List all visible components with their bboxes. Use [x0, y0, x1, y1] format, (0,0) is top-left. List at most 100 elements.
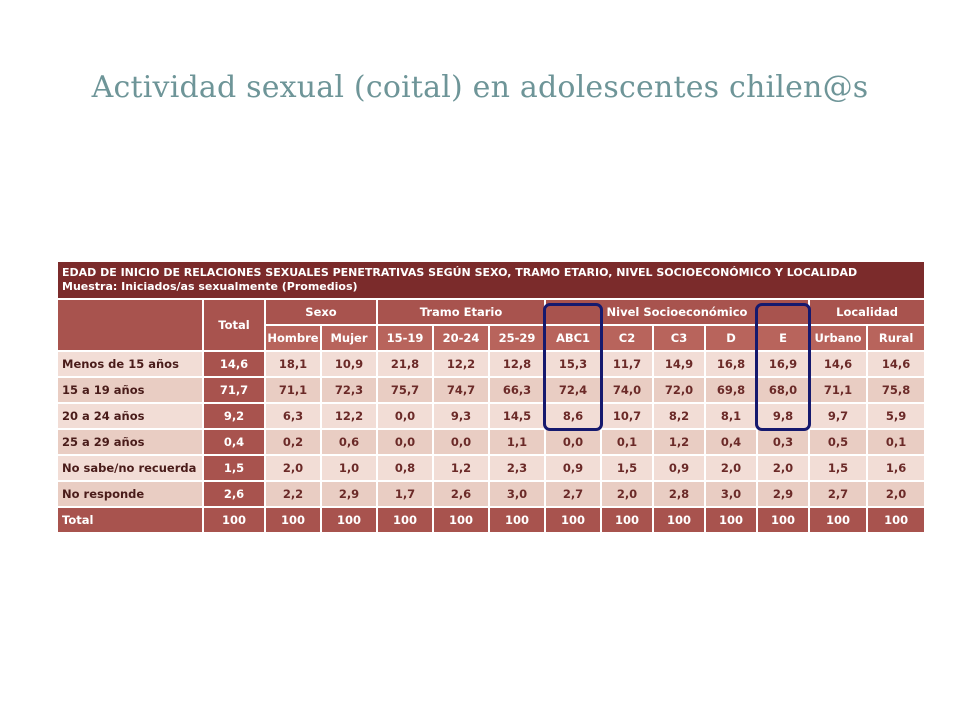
table-cell: 75,8 — [868, 378, 925, 402]
row-label: No responde — [58, 482, 202, 506]
total-row-cell: 100 — [266, 508, 320, 532]
sub-header-4: 25-29 — [490, 326, 544, 350]
table-cell: 9,3 — [434, 404, 488, 428]
table-cell: 2,0 — [758, 456, 808, 480]
table-cell: 14,5 — [490, 404, 544, 428]
row-total-cell: 71,7 — [204, 378, 264, 402]
table-cell: 18,1 — [266, 352, 320, 376]
table-cell: 1,0 — [322, 456, 376, 480]
table-cell: 1,1 — [490, 430, 544, 454]
table-cell: 3,0 — [706, 482, 756, 506]
table-cell: 2,0 — [602, 482, 652, 506]
table-cell: 2,8 — [654, 482, 704, 506]
total-row-cell: 100 — [490, 508, 544, 532]
table-cell: 72,0 — [654, 378, 704, 402]
table-cell: 66,3 — [490, 378, 544, 402]
total-row-cell: 100 — [810, 508, 866, 532]
table-cell: 10,7 — [602, 404, 652, 428]
sub-header-7: C3 — [654, 326, 704, 350]
row-label: No sabe/no recuerda — [58, 456, 202, 480]
table-cell: 6,3 — [266, 404, 320, 428]
table-cell: 16,9 — [758, 352, 808, 376]
table-cell: 3,0 — [490, 482, 544, 506]
total-row-cell: 100 — [758, 508, 808, 532]
table-cell: 16,8 — [706, 352, 756, 376]
table-cell: 0,4 — [706, 430, 756, 454]
table-cell: 14,6 — [868, 352, 925, 376]
table-cell: 1,2 — [434, 456, 488, 480]
table-cell: 0,8 — [378, 456, 432, 480]
table-cell: 0,5 — [810, 430, 866, 454]
total-row-cell: 100 — [706, 508, 756, 532]
table-cell: 68,0 — [758, 378, 808, 402]
table-cell: 14,6 — [810, 352, 866, 376]
total-row-total-cell: 100 — [204, 508, 264, 532]
table-row: 15 a 19 años 71,7 71,1 72,3 75,7 74,7 66,3 72,4… — [58, 378, 925, 402]
table-cell: 5,9 — [868, 404, 925, 428]
slide-title: Actividad sexual (coital) en adolescente… — [91, 70, 869, 105]
table-cell: 0,0 — [546, 430, 600, 454]
table-cell: 12,8 — [490, 352, 544, 376]
sub-header-6: C2 — [602, 326, 652, 350]
table-cell: 74,7 — [434, 378, 488, 402]
row-total-cell: 0,4 — [204, 430, 264, 454]
row-total-cell: 1,5 — [204, 456, 264, 480]
sub-header-3: 20-24 — [434, 326, 488, 350]
table-cell: 11,7 — [602, 352, 652, 376]
table-cell: 2,0 — [868, 482, 925, 506]
table-cell: 9,7 — [810, 404, 866, 428]
table-body: Menos de 15 años 14,6 18,1 10,9 21,8 12,2 12,8… — [58, 352, 925, 532]
total-header: Total — [204, 300, 264, 350]
nivel-group-header: Nivel Socioeconómico — [546, 300, 808, 324]
table-cell: 2,2 — [266, 482, 320, 506]
table-row: No sabe/no recuerda 1,5 2,0 1,0 0,8 1,2 2,3 0,9… — [58, 456, 925, 480]
table-cell: 1,7 — [378, 482, 432, 506]
table-cell: 0,1 — [868, 430, 925, 454]
table-caption: EDAD DE INICIO DE RELACIONES SEXUALES PE… — [58, 262, 925, 298]
table-cell: 2,0 — [706, 456, 756, 480]
row-label: 15 a 19 años — [58, 378, 202, 402]
total-row-cell: 100 — [546, 508, 600, 532]
table-cell: 0,6 — [322, 430, 376, 454]
table-cell: 21,8 — [378, 352, 432, 376]
table-cell: 8,6 — [546, 404, 600, 428]
table-cell: 72,3 — [322, 378, 376, 402]
table-cell: 14,9 — [654, 352, 704, 376]
total-row-cell: 100 — [434, 508, 488, 532]
total-row-cell: 100 — [654, 508, 704, 532]
total-row-cell: 100 — [602, 508, 652, 532]
table-cell: 8,2 — [654, 404, 704, 428]
sub-header-9: E — [758, 326, 808, 350]
table-cell: 1,6 — [868, 456, 925, 480]
table-cell: 69,8 — [706, 378, 756, 402]
sub-header-2: 15-19 — [378, 326, 432, 350]
table-cell: 12,2 — [434, 352, 488, 376]
table-cell: 2,3 — [490, 456, 544, 480]
tramo-group-header: Tramo Etario — [378, 300, 544, 324]
table-cell: 0,0 — [434, 430, 488, 454]
sub-header-10: Urbano — [810, 326, 866, 350]
table-cell: 74,0 — [602, 378, 652, 402]
sub-header-0: Hombre — [266, 326, 320, 350]
row-label: 25 a 29 años — [58, 430, 202, 454]
row-total-cell: 14,6 — [204, 352, 264, 376]
table-caption-title: EDAD DE INICIO DE RELACIONES SEXUALES PE… — [62, 266, 858, 279]
table-cell: 2,6 — [434, 482, 488, 506]
table-row: 25 a 29 años 0,4 0,2 0,6 0,0 0,0 1,1 0,0 0,1 1,2 0… — [58, 430, 925, 454]
row-label-header — [58, 300, 202, 350]
sub-header-5: ABC1 — [546, 326, 600, 350]
table-cell: 12,2 — [322, 404, 376, 428]
table-cell: 75,7 — [378, 378, 432, 402]
table-caption-sample: Muestra: Iniciados/as sexualmente (Prome… — [62, 280, 358, 293]
sexo-group-header: Sexo — [266, 300, 376, 324]
table-cell: 0,0 — [378, 404, 432, 428]
total-row-cell: 100 — [378, 508, 432, 532]
table-cell: 0,0 — [378, 430, 432, 454]
row-label: 20 a 24 años — [58, 404, 202, 428]
table-total-row: Total 100 100 100 100 100 100 100 100 100 100 100 10… — [58, 508, 925, 532]
table-cell: 0,1 — [602, 430, 652, 454]
table-cell: 1,5 — [810, 456, 866, 480]
data-table-container: EDAD DE INICIO DE RELACIONES SEXUALES PE… — [56, 260, 925, 534]
table-row: No responde 2,6 2,2 2,9 1,7 2,6 3,0 2,7 2,0 2,8 3,… — [58, 482, 925, 506]
table-cell: 71,1 — [266, 378, 320, 402]
